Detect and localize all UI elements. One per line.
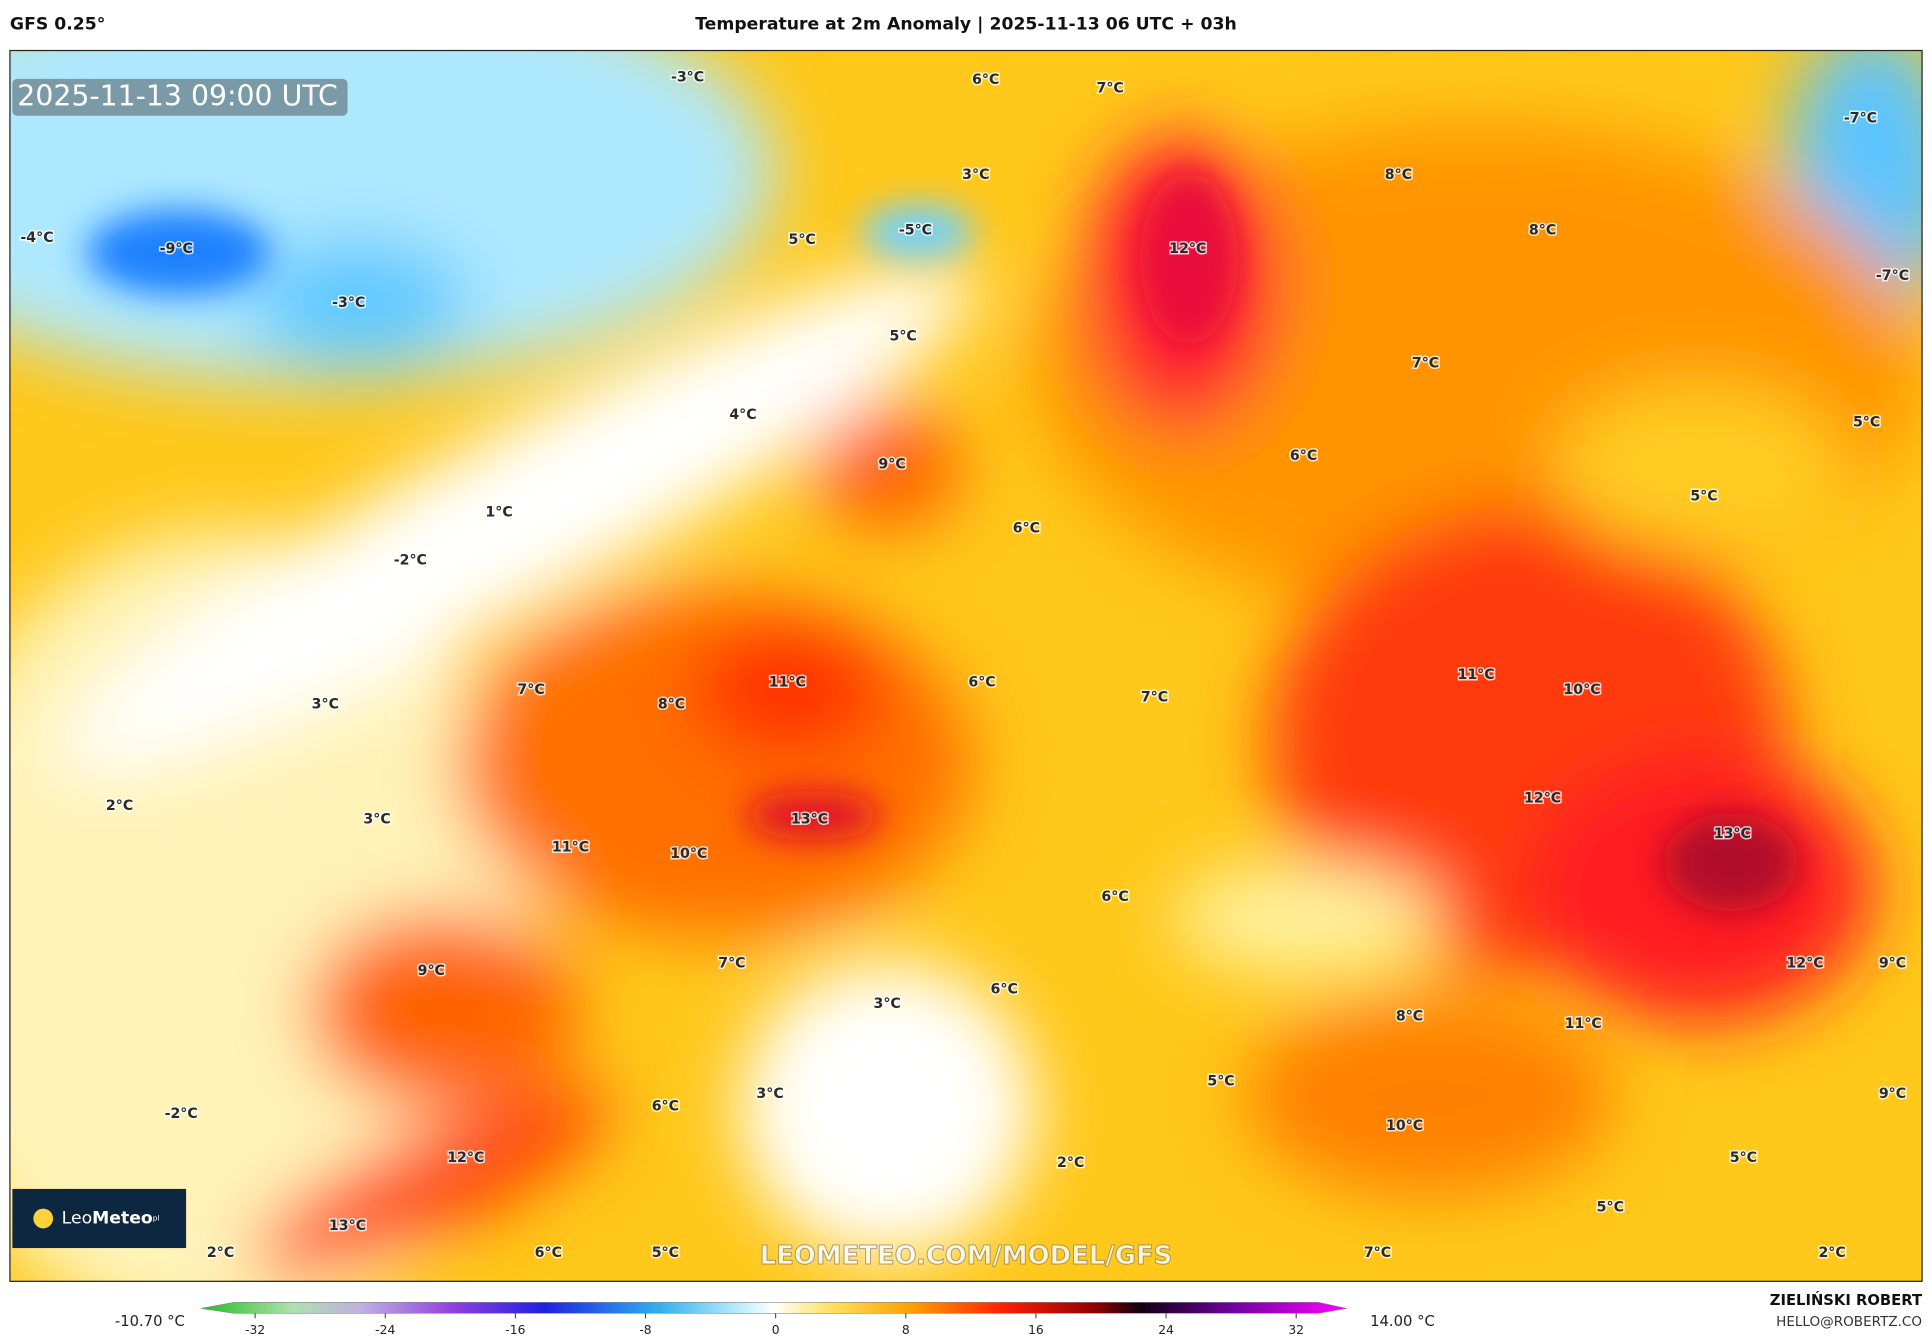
temperature-label: 2°C xyxy=(106,798,133,814)
temperature-label: -3°C xyxy=(671,70,704,86)
temperature-label: 3°C xyxy=(873,996,900,1012)
colorbar-tick-label: 8 xyxy=(902,1323,910,1337)
temperature-label: 12°C xyxy=(1524,790,1561,806)
temperature-label: 7°C xyxy=(517,682,544,698)
temperature-label: 3°C xyxy=(756,1086,783,1102)
temperature-label: -7°C xyxy=(1876,268,1909,284)
temperature-label: 10°C xyxy=(1563,682,1600,698)
credit-email: HELLO@ROBERTZ.CO xyxy=(1776,1314,1922,1330)
temperature-label: -2°C xyxy=(165,1106,198,1122)
temperature-label: 5°C xyxy=(1207,1074,1234,1090)
colorbar-tick-label: 16 xyxy=(1028,1323,1044,1337)
colorbar-tick-label: -8 xyxy=(639,1323,651,1337)
temperature-label: -7°C xyxy=(1844,110,1877,126)
credit-author: ZIELIŃSKI ROBERT xyxy=(1770,1291,1922,1309)
temperature-label: 6°C xyxy=(652,1098,679,1114)
temperature-label: 8°C xyxy=(1529,222,1556,238)
temperature-label: 6°C xyxy=(972,72,999,88)
temperature-label: 12°C xyxy=(1169,241,1206,257)
temperature-label: 6°C xyxy=(968,675,995,691)
temperature-label: 7°C xyxy=(1096,81,1123,97)
temperature-label: 4°C xyxy=(729,407,756,423)
temperature-label: 13°C xyxy=(1714,826,1751,842)
temperature-label: 6°C xyxy=(1101,889,1128,905)
colorbar-tick-label: -24 xyxy=(375,1323,395,1337)
temperature-label: 11°C xyxy=(1457,667,1494,683)
logo-sun xyxy=(33,1208,54,1229)
temperature-label: 1°C xyxy=(485,505,512,521)
temperature-labels: -3°C 6°C 7°C -7°C 3°C 8°C -9°C -4°C -5°C 5°C 12°C 8… xyxy=(19,68,1911,1262)
temperature-label: 9°C xyxy=(418,963,445,979)
temperature-label: 5°C xyxy=(1730,1150,1757,1166)
temperature-label: 7°C xyxy=(1364,1245,1391,1261)
temperature-label: 10°C xyxy=(670,846,707,862)
temperature-label: 3°C xyxy=(312,697,339,713)
temperature-label: -5°C xyxy=(899,222,932,238)
logo-text: LeoMeteopl xyxy=(62,1208,160,1228)
colorbar-tick-label: -32 xyxy=(245,1323,265,1337)
logo-suffix: pl xyxy=(153,1213,160,1222)
temperature-label: 3°C xyxy=(962,167,989,183)
temperature-label: 13°C xyxy=(791,811,828,827)
temperature-label: 9°C xyxy=(1879,955,1906,971)
model-name: GFS 0.25° xyxy=(10,15,105,35)
temperature-label: 6°C xyxy=(1290,448,1317,464)
temperature-label: 6°C xyxy=(535,1245,562,1261)
colorbar: -10.70 °C 14.00 °C -32 -24 -16 -8 0 8 16 24 32 xyxy=(115,1301,1435,1337)
temperature-label: 5°C xyxy=(1690,489,1717,505)
colorbar-tick-label: -16 xyxy=(505,1323,525,1337)
map-title: Temperature at 2m Anomaly | 2025-11-13 0… xyxy=(695,15,1237,35)
temperature-label: 3°C xyxy=(363,811,390,827)
temperature-label: 13°C xyxy=(329,1218,366,1234)
temperature-label: -2°C xyxy=(394,553,427,569)
temperature-label: 5°C xyxy=(890,328,917,344)
colorbar-max: 14.00 °C xyxy=(1370,1313,1435,1330)
temperature-label: 7°C xyxy=(1141,689,1168,705)
temperature-label: -9°C xyxy=(160,241,193,257)
temperature-label: 5°C xyxy=(1597,1199,1624,1215)
logo-brand: Meteo xyxy=(92,1208,153,1228)
temperature-label: 8°C xyxy=(1396,1008,1423,1024)
temperature-label: 11°C xyxy=(769,675,806,691)
temperature-label: 5°C xyxy=(652,1245,679,1261)
temperature-label: 2°C xyxy=(1818,1245,1845,1261)
temperature-label: 7°C xyxy=(718,955,745,971)
colorbar-tick-label: 32 xyxy=(1288,1323,1304,1337)
temperature-label: 2°C xyxy=(1057,1155,1084,1171)
temperature-label: -4°C xyxy=(20,230,53,246)
temperature-label: 11°C xyxy=(1565,1016,1602,1032)
temperature-label: 12°C xyxy=(447,1150,484,1166)
map-frame xyxy=(9,49,1923,1282)
temperature-label: 8°C xyxy=(658,697,685,713)
timestamp: 2025-11-13 09:00 UTC xyxy=(17,79,337,112)
temperature-label: 9°C xyxy=(878,456,905,472)
colorbar-tick-label: 0 xyxy=(772,1323,780,1337)
temperature-label: 2°C xyxy=(207,1245,234,1261)
temperature-label: 5°C xyxy=(1853,415,1880,431)
temperature-label: 12°C xyxy=(1786,955,1823,971)
temperature-label: 5°C xyxy=(788,232,815,248)
watermark: LEOMETEO.COM/MODEL/GFS xyxy=(760,1241,1172,1271)
temperature-label: 9°C xyxy=(1879,1086,1906,1102)
timestamp-box xyxy=(12,78,348,116)
colorbar-min: -10.70 °C xyxy=(115,1313,185,1330)
temperature-label: 8°C xyxy=(1385,167,1412,183)
temperature-label: 6°C xyxy=(991,981,1018,997)
temperature-label: 10°C xyxy=(1386,1118,1423,1134)
logo-prefix: Leo xyxy=(62,1208,92,1228)
temperature-label: -3°C xyxy=(332,295,365,311)
temperature-label: 7°C xyxy=(1412,355,1439,371)
colorbar-tick-label: 24 xyxy=(1158,1323,1174,1337)
temperature-label: 11°C xyxy=(552,840,589,856)
temperature-label: 6°C xyxy=(1013,521,1040,537)
colorbar-ramp xyxy=(200,1301,1347,1314)
